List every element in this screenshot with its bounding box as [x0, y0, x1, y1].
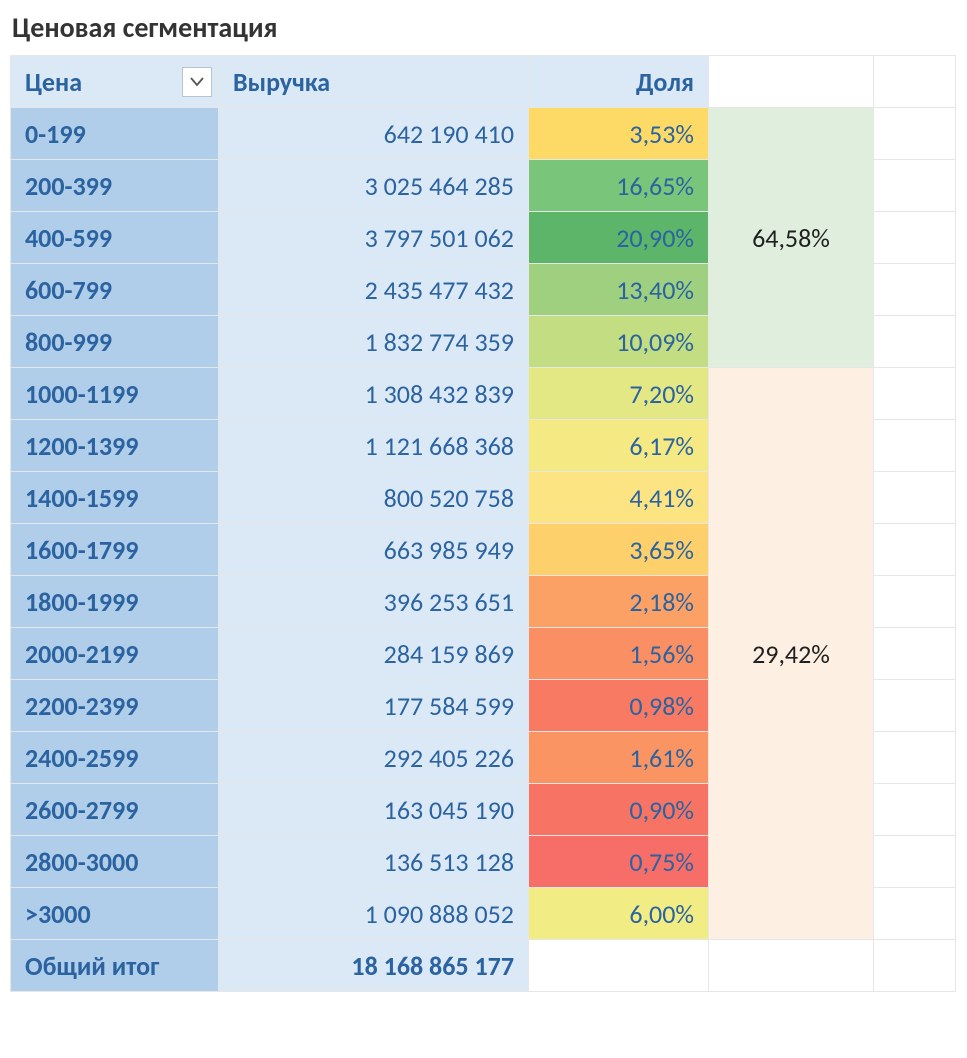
cell-tail — [874, 576, 956, 628]
cell-share: 6,00% — [529, 888, 709, 940]
cell-total-share — [529, 940, 709, 992]
cell-price: 800-999 — [11, 316, 219, 368]
table-total-row: Общий итог18 168 865 177 — [11, 940, 956, 992]
cell-group-total: 64,58% — [709, 108, 874, 368]
cell-price: 2000-2199 — [11, 628, 219, 680]
cell-price: 2800-3000 — [11, 836, 219, 888]
cell-share: 0,98% — [529, 680, 709, 732]
col-header-share-label: Доля — [636, 66, 694, 98]
cell-tail — [874, 212, 956, 264]
cell-tail — [874, 524, 956, 576]
cell-tail — [874, 836, 956, 888]
cell-tail — [874, 472, 956, 524]
cell-tail — [874, 888, 956, 940]
cell-revenue: 1 832 774 359 — [219, 316, 529, 368]
col-header-revenue[interactable]: Выручка — [219, 56, 529, 108]
cell-share: 2,18% — [529, 576, 709, 628]
cell-tail — [874, 316, 956, 368]
cell-share: 1,56% — [529, 628, 709, 680]
cell-total-revenue: 18 168 865 177 — [219, 940, 529, 992]
cell-price: 2400-2599 — [11, 732, 219, 784]
cell-share: 7,20% — [529, 368, 709, 420]
cell-share: 13,40% — [529, 264, 709, 316]
cell-price: 400-599 — [11, 212, 219, 264]
cell-revenue: 284 159 869 — [219, 628, 529, 680]
chevron-down-icon — [190, 77, 204, 87]
cell-revenue: 396 253 651 — [219, 576, 529, 628]
col-header-tail — [874, 56, 956, 108]
cell-revenue: 1 090 888 052 — [219, 888, 529, 940]
cell-revenue: 3 025 464 285 — [219, 160, 529, 212]
cell-share: 16,65% — [529, 160, 709, 212]
cell-total-label: Общий итог — [11, 940, 219, 992]
cell-revenue: 1 121 668 368 — [219, 420, 529, 472]
cell-total-group — [709, 940, 874, 992]
cell-share: 6,17% — [529, 420, 709, 472]
cell-revenue: 663 985 949 — [219, 524, 529, 576]
cell-price: 200-399 — [11, 160, 219, 212]
cell-price: 1000-1199 — [11, 368, 219, 420]
cell-price: 2600-2799 — [11, 784, 219, 836]
cell-price: 2200-2399 — [11, 680, 219, 732]
cell-tail — [874, 264, 956, 316]
cell-share: 0,90% — [529, 784, 709, 836]
cell-price: 600-799 — [11, 264, 219, 316]
table-row: 0-199642 190 4103,53%64,58% — [11, 108, 956, 160]
col-header-share[interactable]: Доля — [529, 56, 709, 108]
cell-price: >3000 — [11, 888, 219, 940]
cell-tail — [874, 784, 956, 836]
cell-revenue: 642 190 410 — [219, 108, 529, 160]
cell-group-total: 29,42% — [709, 368, 874, 940]
segmentation-table: Цена Выручка Доля 0-199642 190 4103,53%6… — [10, 55, 956, 992]
cell-total-tail — [874, 940, 956, 992]
cell-share: 1,61% — [529, 732, 709, 784]
cell-revenue: 2 435 477 432 — [219, 264, 529, 316]
cell-revenue: 136 513 128 — [219, 836, 529, 888]
cell-revenue: 1 308 432 839 — [219, 368, 529, 420]
cell-price: 1400-1599 — [11, 472, 219, 524]
col-header-price[interactable]: Цена — [11, 56, 219, 108]
cell-tail — [874, 628, 956, 680]
cell-revenue: 163 045 190 — [219, 784, 529, 836]
cell-share: 20,90% — [529, 212, 709, 264]
cell-price: 0-199 — [11, 108, 219, 160]
cell-share: 0,75% — [529, 836, 709, 888]
cell-price: 1200-1399 — [11, 420, 219, 472]
cell-share: 4,41% — [529, 472, 709, 524]
cell-revenue: 800 520 758 — [219, 472, 529, 524]
cell-revenue: 292 405 226 — [219, 732, 529, 784]
cell-share: 3,65% — [529, 524, 709, 576]
cell-revenue: 177 584 599 — [219, 680, 529, 732]
table-header-row: Цена Выручка Доля — [11, 56, 956, 108]
col-header-price-label: Цена — [25, 66, 82, 98]
cell-price: 1800-1999 — [11, 576, 219, 628]
col-header-revenue-label: Выручка — [233, 66, 330, 98]
table-row: 1000-11991 308 432 8397,20%29,42% — [11, 368, 956, 420]
cell-tail — [874, 732, 956, 784]
cell-tail — [874, 108, 956, 160]
cell-tail — [874, 420, 956, 472]
cell-price: 1600-1799 — [11, 524, 219, 576]
cell-tail — [874, 680, 956, 732]
cell-share: 3,53% — [529, 108, 709, 160]
col-header-group — [709, 56, 874, 108]
cell-revenue: 3 797 501 062 — [219, 212, 529, 264]
cell-tail — [874, 160, 956, 212]
page-title: Ценовая сегментация — [12, 10, 957, 45]
cell-tail — [874, 368, 956, 420]
price-filter-dropdown[interactable] — [182, 67, 212, 97]
cell-share: 10,09% — [529, 316, 709, 368]
